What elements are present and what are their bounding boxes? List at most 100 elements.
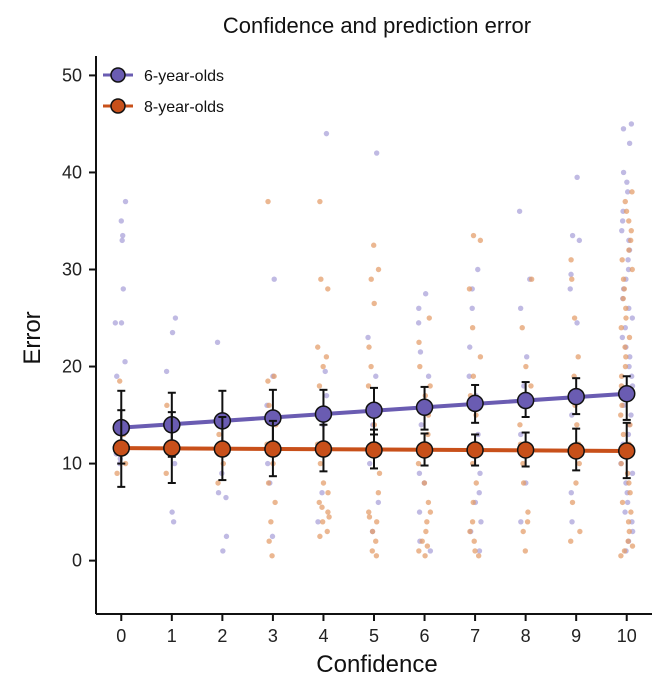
six-year-olds-point bbox=[625, 257, 631, 263]
y-tick-label: 20 bbox=[62, 357, 82, 377]
x-tick-label: 2 bbox=[217, 626, 227, 646]
six-year-olds-point bbox=[567, 286, 573, 292]
eight-year-olds-point bbox=[373, 538, 379, 544]
eight-year-olds-point bbox=[427, 383, 433, 389]
eight-year-olds-point bbox=[316, 383, 323, 389]
x-tick-label: 0 bbox=[116, 626, 126, 646]
eight-year-olds-summary-point-9 bbox=[567, 442, 585, 460]
eight-year-olds-point bbox=[269, 553, 275, 559]
six-year-olds-point bbox=[517, 305, 524, 312]
eight-year-olds-point bbox=[524, 519, 531, 525]
eight-year-olds-point bbox=[620, 295, 626, 302]
eight-year-olds-point bbox=[618, 412, 624, 418]
eight-year-olds-summary-point-2 bbox=[213, 440, 232, 458]
eight-year-olds-summary-point-8 bbox=[516, 441, 535, 459]
eight-year-olds-point bbox=[626, 334, 633, 341]
six-year-olds-point bbox=[323, 130, 330, 137]
eight-year-olds-point bbox=[323, 354, 330, 360]
six-year-olds-point bbox=[619, 227, 625, 234]
eight-year-olds-point bbox=[368, 276, 374, 282]
six-year-olds-point bbox=[418, 422, 424, 428]
six-year-olds-point bbox=[574, 174, 580, 180]
x-tick-label: 6 bbox=[420, 626, 430, 646]
eight-year-olds-summary-point-7 bbox=[466, 441, 484, 459]
eight-year-olds-point bbox=[621, 286, 628, 292]
six-year-olds-point bbox=[416, 470, 423, 476]
six-year-olds-point bbox=[315, 519, 321, 525]
six-year-olds-point bbox=[427, 548, 434, 554]
eight-year-olds-point bbox=[271, 373, 277, 379]
eight-year-olds-point bbox=[619, 499, 626, 506]
six-year-olds-point bbox=[319, 490, 325, 496]
eight-year-olds-summary-point-1 bbox=[163, 439, 181, 457]
eight-year-olds-point bbox=[426, 315, 432, 321]
eight-year-olds-point bbox=[425, 499, 432, 506]
eight-year-olds-point bbox=[365, 383, 372, 389]
six-year-olds-point bbox=[365, 334, 371, 341]
eight-year-olds-point bbox=[475, 553, 482, 559]
eight-year-olds-point bbox=[416, 339, 422, 345]
eight-year-olds-point bbox=[622, 344, 628, 350]
eight-year-olds-point bbox=[265, 480, 272, 486]
six-year-olds-point bbox=[118, 218, 124, 224]
eight-year-olds-point bbox=[469, 325, 476, 331]
six-year-olds-point bbox=[265, 460, 271, 467]
eight-year-olds-point bbox=[629, 189, 635, 195]
eight-year-olds-point bbox=[317, 460, 324, 467]
eight-year-olds-point bbox=[472, 548, 478, 554]
eight-year-olds-point bbox=[574, 422, 580, 428]
six-year-olds-point bbox=[169, 509, 175, 515]
eight-year-olds-point bbox=[520, 460, 526, 467]
six-year-olds-point bbox=[416, 305, 422, 312]
eight-year-olds-point bbox=[215, 480, 221, 486]
six-year-olds-summary-point-7 bbox=[466, 394, 484, 413]
six-year-olds-point bbox=[477, 470, 483, 476]
eight-year-olds-point bbox=[473, 480, 479, 486]
six-year-olds-point bbox=[629, 470, 636, 476]
six-year-olds-point bbox=[624, 179, 630, 185]
eight-year-olds-point bbox=[575, 354, 581, 360]
eight-year-olds-point bbox=[626, 247, 632, 253]
six-year-olds-point bbox=[620, 126, 627, 132]
eight-year-olds-point bbox=[477, 237, 484, 244]
six-year-olds-point bbox=[416, 509, 423, 515]
chart-title: Confidence and prediction error bbox=[223, 13, 531, 38]
eight-year-olds-point bbox=[216, 431, 222, 438]
eight-year-olds-point bbox=[325, 509, 331, 515]
six-year-olds-point bbox=[475, 266, 481, 273]
eight-year-olds-point bbox=[424, 519, 430, 525]
eight-year-olds-point bbox=[318, 276, 324, 282]
eight-year-olds-point bbox=[423, 528, 429, 535]
eight-year-olds-point bbox=[317, 198, 323, 205]
eight-year-olds-summary-point-6 bbox=[415, 441, 434, 459]
six-year-olds-point bbox=[172, 315, 179, 321]
six-year-olds-point bbox=[269, 533, 276, 540]
eight-year-olds-point bbox=[626, 480, 632, 486]
eight-year-olds-point bbox=[369, 528, 376, 535]
six-year-olds-point bbox=[478, 519, 484, 525]
eight-year-olds-point bbox=[265, 198, 271, 205]
eight-year-olds-point bbox=[528, 383, 534, 389]
six-year-olds-point bbox=[624, 189, 631, 195]
eight-year-olds-point bbox=[421, 480, 428, 486]
six-year-olds-point bbox=[223, 494, 229, 501]
eight-year-olds-point bbox=[374, 519, 380, 525]
eight-year-olds-point bbox=[122, 460, 129, 467]
eight-year-olds-point bbox=[621, 548, 628, 554]
eight-year-olds-point bbox=[467, 528, 473, 535]
eight-year-olds-point bbox=[625, 538, 631, 544]
six-year-olds-point bbox=[524, 354, 530, 360]
six-year-olds-summary-point-9 bbox=[567, 387, 585, 406]
six-year-olds-point bbox=[619, 218, 626, 224]
eight-year-olds-point bbox=[477, 354, 484, 360]
six-year-olds-point bbox=[322, 368, 328, 375]
eight-year-olds-point bbox=[272, 499, 278, 506]
eight-year-olds-summary-point-3 bbox=[264, 440, 282, 458]
six-year-olds-point bbox=[215, 490, 222, 496]
x-tick-label: 9 bbox=[571, 626, 581, 646]
eight-year-olds-summary-point-4 bbox=[314, 440, 333, 458]
eight-year-olds-point bbox=[317, 533, 323, 540]
